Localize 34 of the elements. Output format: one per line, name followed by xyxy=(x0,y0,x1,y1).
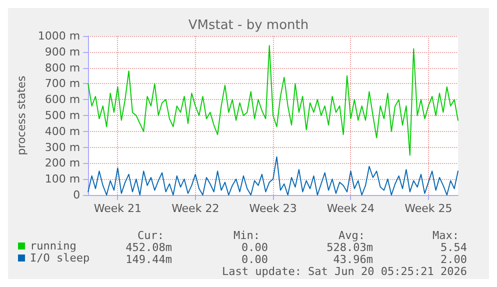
text: 5.54 xyxy=(440,241,468,254)
text: 452.08m xyxy=(126,241,172,254)
text: Min: xyxy=(234,229,260,242)
y-tick-label: 400 m xyxy=(44,124,80,138)
y-tick-label: 700 m xyxy=(44,77,80,90)
text: 43.96m xyxy=(333,253,374,266)
text: 528.03m xyxy=(326,241,374,254)
text: Max: xyxy=(432,229,460,242)
text: Last update: Sat Jun 20 05:25:21 2026 xyxy=(222,265,468,278)
y-tick-label: 900 m xyxy=(44,45,80,58)
text: Avg: xyxy=(338,229,366,242)
text: 2.00 xyxy=(440,253,468,266)
text: 149.44m xyxy=(126,253,172,266)
x-tick-label: Week 25 xyxy=(404,202,452,215)
chart-title: VMstat - by month xyxy=(188,18,309,33)
y-tick-label: 100 m xyxy=(44,172,80,186)
x-tick-label: Week 22 xyxy=(172,202,220,215)
x-tick-label: Week 23 xyxy=(249,202,297,215)
y-tick-label: 0 xyxy=(73,188,80,202)
y-axis-title: process states xyxy=(15,76,28,156)
legend-label: running xyxy=(30,240,76,252)
line-series xyxy=(88,45,458,156)
text: Cur: xyxy=(138,229,164,242)
text: 0.00 xyxy=(242,241,268,254)
y-tick-label: 1000 m xyxy=(38,30,80,42)
y-tick-label: 500 m xyxy=(44,109,80,122)
legend-label: I/O sleep xyxy=(30,252,90,264)
x-tick-label: Week 21 xyxy=(94,202,142,215)
y-tick-label: 200 m xyxy=(44,156,80,170)
x-tick-label: Week 24 xyxy=(326,202,375,215)
y-tick-label: 600 m xyxy=(44,93,80,106)
y-tick-label: 800 m xyxy=(44,61,80,74)
y-tick-label: 300 m xyxy=(44,140,80,154)
text: 0.00 xyxy=(242,253,268,266)
